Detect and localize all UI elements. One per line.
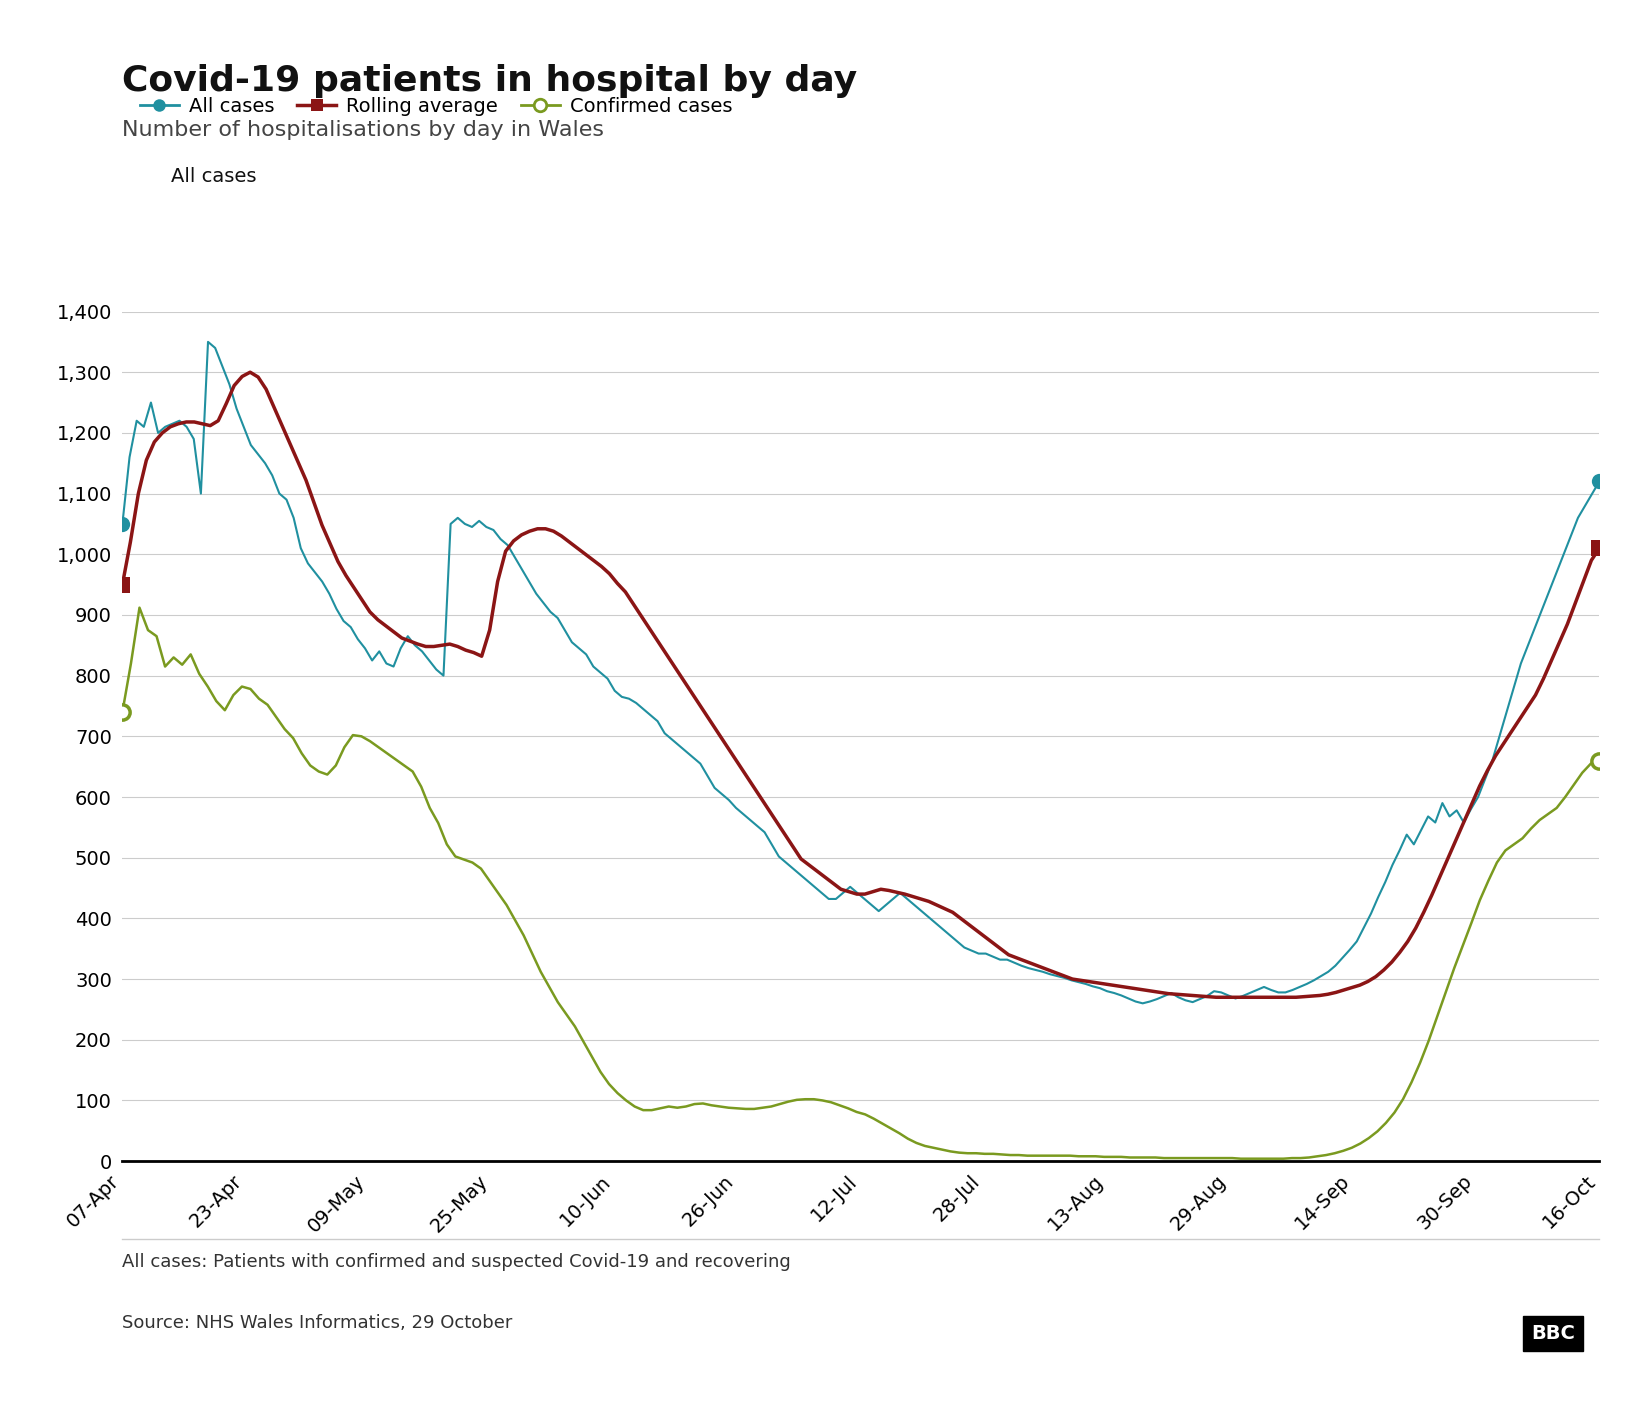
Legend: All cases, Rolling average, Confirmed cases: All cases, Rolling average, Confirmed ca… bbox=[132, 89, 739, 123]
Text: Source: NHS Wales Informatics, 29 October: Source: NHS Wales Informatics, 29 Octobe… bbox=[122, 1314, 512, 1332]
Text: All cases: Patients with confirmed and suspected Covid-19 and recovering: All cases: Patients with confirmed and s… bbox=[122, 1253, 792, 1272]
Text: Number of hospitalisations by day in Wales: Number of hospitalisations by day in Wal… bbox=[122, 120, 604, 140]
Text: BBC: BBC bbox=[1531, 1324, 1575, 1342]
Text: Covid-19 patients in hospital by day: Covid-19 patients in hospital by day bbox=[122, 64, 857, 98]
Text: All cases: All cases bbox=[171, 167, 256, 187]
